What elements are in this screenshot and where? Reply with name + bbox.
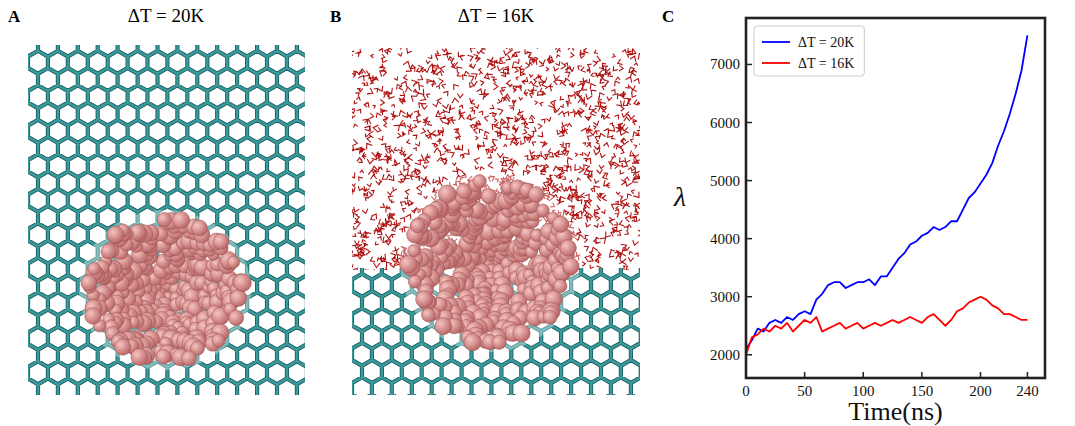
atom: [157, 213, 171, 227]
legend-swatch: [762, 41, 790, 43]
atom: [400, 255, 418, 273]
figure: AΔT = 20KBΔT = 16KC050100150200240200030…: [0, 0, 1075, 426]
atom: [513, 325, 530, 342]
legend-label: ΔT = 16K: [798, 56, 854, 71]
x-tick-label: 200: [969, 383, 992, 399]
atom: [107, 226, 124, 243]
y-tick-label: 7000: [710, 56, 740, 72]
atom: [537, 204, 550, 217]
atom: [560, 240, 577, 257]
panel-title: ΔT = 20K: [128, 5, 205, 26]
x-tick: [980, 372, 982, 378]
atom: [85, 308, 102, 325]
y-tick: [746, 238, 752, 240]
solute-cluster: [400, 172, 581, 352]
x-tick: [804, 372, 806, 378]
atom: [227, 256, 239, 268]
y-axis-title: λ: [673, 181, 686, 212]
water-molecules: [352, 48, 640, 270]
atom: [554, 279, 567, 292]
atom: [416, 291, 433, 308]
y-tick: [746, 64, 752, 66]
atom: [229, 310, 244, 325]
y-tick: [746, 180, 752, 182]
atom: [115, 339, 131, 355]
plot-frame: [746, 18, 1045, 378]
atom: [101, 244, 116, 259]
atom: [435, 318, 452, 335]
ice-lattice: [352, 268, 640, 395]
water: [352, 48, 640, 270]
panel-a: [0, 16, 347, 419]
lattice-bonds: [28, 45, 305, 395]
atom: [473, 175, 486, 188]
y-tick-label: 4000: [710, 231, 740, 247]
series-line: [746, 297, 1027, 355]
y-tick: [746, 122, 752, 124]
atom: [81, 275, 97, 291]
y-tick-label: 3000: [710, 289, 740, 305]
legend-box: [754, 26, 864, 76]
x-tick: [1027, 372, 1029, 378]
atom: [408, 245, 421, 258]
y-tick-label: 2000: [710, 347, 740, 363]
panel-title: ΔT = 16K: [458, 5, 535, 26]
panel-letter: B: [330, 7, 341, 26]
chart: C050100150200240200030004000500060007000…: [662, 7, 1045, 426]
legend-label: ΔT = 20K: [798, 35, 854, 50]
atom: [481, 189, 496, 204]
legend: ΔT = 20K ΔT = 16K: [754, 26, 864, 76]
atom: [156, 349, 171, 364]
atom: [230, 290, 247, 307]
atom: [552, 216, 568, 232]
panel-letter: A: [8, 7, 21, 26]
ice-lattice: [28, 45, 305, 395]
panel-b: [322, 44, 690, 418]
panel-letter: C: [662, 7, 674, 26]
atom: [563, 258, 579, 274]
series-line: [746, 35, 1027, 349]
x-tick-label: 0: [742, 383, 750, 399]
x-tick-label: 50: [797, 383, 812, 399]
solute-cluster: [79, 210, 251, 370]
atom: [492, 335, 506, 349]
lattice-shadow: [28, 45, 305, 395]
legend-swatch: [762, 62, 790, 64]
x-axis-title: Time(ns): [848, 397, 942, 426]
atom: [411, 219, 425, 233]
atom: [464, 333, 481, 350]
atom: [422, 308, 436, 322]
atom: [173, 212, 190, 229]
lattice-shadow: [352, 268, 640, 395]
atom: [191, 220, 207, 236]
atom: [213, 234, 229, 250]
y-tick-label: 5000: [710, 173, 740, 189]
y-tick-label: 6000: [710, 115, 740, 131]
atom: [528, 186, 544, 202]
atom: [543, 310, 557, 324]
atom: [181, 351, 196, 366]
atom: [212, 334, 225, 347]
y-tick: [746, 354, 752, 356]
x-tick: [745, 372, 747, 378]
lattice-bonds: [352, 268, 640, 395]
cavity: [79, 210, 251, 370]
x-tick: [863, 372, 865, 378]
atom: [234, 274, 252, 292]
atom: [408, 275, 421, 288]
atom: [438, 185, 456, 203]
x-tick-label: 240: [1016, 383, 1039, 399]
x-tick: [921, 372, 923, 378]
y-tick: [746, 296, 752, 298]
cavity: [400, 172, 580, 352]
plot-lines: [746, 35, 1027, 354]
atom: [131, 348, 148, 365]
atom: [88, 262, 101, 275]
